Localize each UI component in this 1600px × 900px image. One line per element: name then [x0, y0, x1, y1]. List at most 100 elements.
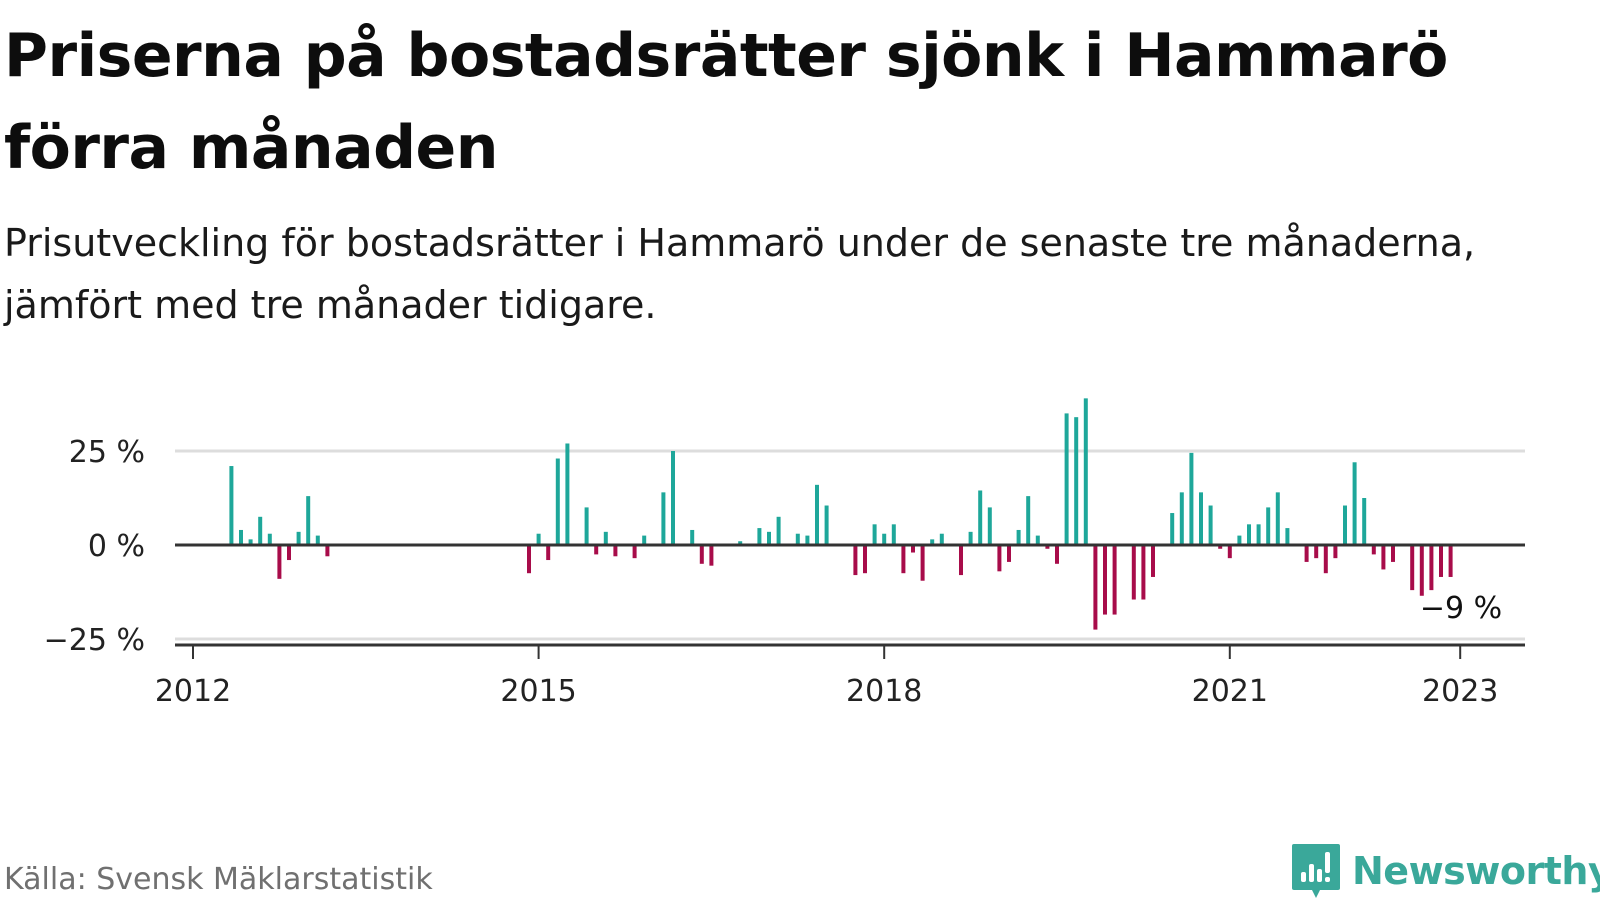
- bar: [613, 545, 618, 557]
- bar: [805, 535, 810, 545]
- chart-title: Priserna på bostadsrätter sjönk i Hammar…: [4, 21, 1448, 183]
- bar: [891, 524, 896, 545]
- source-note: Källa: Svensk Mäklarstatistik: [4, 862, 433, 897]
- x-tick-label: 2018: [846, 674, 922, 709]
- brand-name: Newsworthy: [1352, 849, 1600, 893]
- bar: [1227, 545, 1232, 559]
- bar: [1333, 545, 1338, 559]
- bar: [1352, 462, 1357, 545]
- x-tick-label: 2021: [1192, 674, 1268, 709]
- bar: [1410, 545, 1415, 591]
- y-tick-label: 25 %: [69, 435, 145, 470]
- bar: [1266, 507, 1271, 545]
- bar: [1016, 529, 1021, 545]
- bar: [901, 545, 906, 574]
- bar: [239, 529, 243, 545]
- bar: [1064, 413, 1069, 545]
- bar: [920, 545, 925, 581]
- bar: [690, 529, 695, 545]
- bar: [315, 535, 320, 545]
- bar: [1323, 545, 1328, 574]
- x-tick-label: 2023: [1422, 674, 1498, 709]
- bar: [594, 545, 599, 555]
- bar: [911, 545, 915, 553]
- brand-logo: Newsworthy: [1290, 842, 1600, 900]
- bar: [882, 533, 887, 545]
- bar: [1256, 524, 1261, 545]
- bar: [287, 545, 291, 561]
- bar: [1045, 545, 1050, 549]
- bar: [1237, 535, 1242, 545]
- bar: [277, 545, 282, 579]
- bar: [1429, 545, 1434, 591]
- bar: [968, 531, 973, 545]
- bar: [767, 531, 771, 545]
- bar: [1189, 452, 1194, 545]
- bar: [757, 528, 762, 545]
- bar: [997, 545, 1002, 572]
- bar: [1151, 545, 1155, 577]
- bar: [1035, 535, 1040, 545]
- bar: [1314, 545, 1319, 559]
- bars: [229, 398, 1453, 630]
- bar: [671, 451, 675, 545]
- bar: [325, 545, 330, 557]
- bar: [1208, 505, 1213, 545]
- bar: [930, 539, 935, 545]
- bar: [546, 545, 551, 561]
- bar: [1007, 545, 1011, 562]
- bar: [1448, 545, 1453, 577]
- bar: [1199, 492, 1203, 545]
- x-tick-label: 2015: [500, 674, 576, 709]
- bar: [939, 533, 944, 545]
- bar: [1170, 513, 1175, 545]
- bar: [1026, 496, 1031, 545]
- bar: [853, 545, 858, 576]
- bar: [795, 533, 800, 545]
- bar-chart-speech-bubble-icon: [1292, 844, 1340, 898]
- bar: [296, 531, 301, 545]
- chart-subtitle: Prisutveckling för bostadsrätter i Hamma…: [4, 221, 1476, 327]
- bar: [1439, 545, 1443, 577]
- bar: [1093, 545, 1098, 630]
- bar: [1391, 545, 1395, 562]
- bar: [1343, 505, 1347, 545]
- bar: [1055, 545, 1059, 564]
- bar: [959, 545, 963, 576]
- bar: [267, 533, 272, 545]
- y-tick-label: 0 %: [88, 529, 145, 564]
- bar: [987, 507, 992, 545]
- bar: [699, 545, 704, 564]
- bar: [978, 490, 983, 545]
- bar: [1179, 492, 1184, 545]
- bar: [1304, 545, 1309, 562]
- axes: [175, 543, 1525, 659]
- bar: [863, 545, 867, 574]
- bar: [527, 545, 531, 574]
- bar: [661, 492, 666, 545]
- tick-labels: 25 % 0 % −25 % 2012 2015 2018 2021 2023 −9 %: [44, 435, 1503, 709]
- bar: [824, 505, 829, 545]
- bar: [1103, 545, 1107, 615]
- bar: [738, 541, 743, 545]
- y-tick-label: −25 %: [44, 623, 145, 658]
- bar: [1112, 545, 1117, 615]
- bar: [872, 524, 877, 545]
- bar: [565, 443, 570, 545]
- bar: [258, 516, 263, 545]
- bar: [1083, 398, 1088, 545]
- latest-value-label: −9 %: [1420, 591, 1502, 626]
- bar: [1074, 417, 1079, 545]
- bar: [229, 466, 234, 545]
- bar: [584, 507, 589, 545]
- bar: [536, 533, 541, 545]
- bar: [1419, 545, 1424, 596]
- bar: [642, 535, 647, 545]
- gridlines: [175, 449, 1525, 641]
- bar: [1247, 524, 1251, 545]
- bar: [815, 484, 819, 545]
- bar: [632, 545, 637, 559]
- x-tick-label: 2012: [155, 674, 231, 709]
- bar: [306, 496, 311, 545]
